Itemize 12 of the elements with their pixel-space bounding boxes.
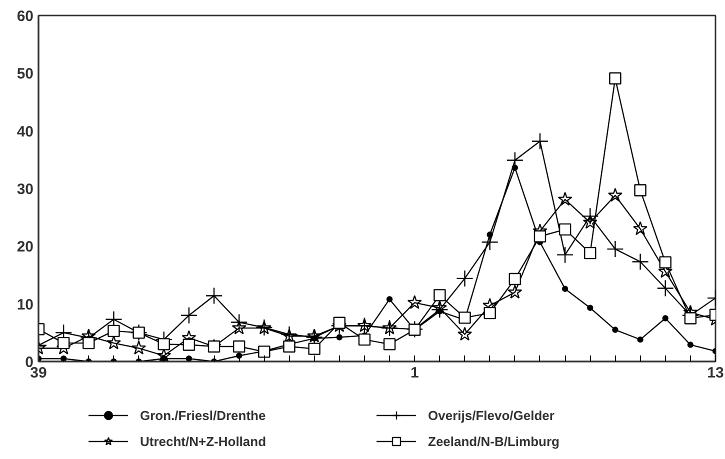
y-tick-label: 10 [16, 296, 34, 314]
legend-label: Overijs/Flevo/Gelder [428, 408, 556, 422]
y-tick-label: 50 [16, 66, 34, 83]
legend-label: Utrecht/N+Z-Holland [140, 434, 268, 448]
y-tick-label: 20 [16, 238, 34, 256]
legend-label: Gron./Friesl/Drenthe [140, 408, 267, 422]
x-tick-label: 1 [410, 364, 419, 382]
x-tick-label: 13 [707, 364, 724, 382]
y-tick-label: 30 [16, 181, 34, 198]
legend-label: Zeeland/N-B/Limburg [428, 434, 560, 448]
y-tick-label: 60 [16, 8, 34, 25]
y-tick-label: 40 [16, 123, 34, 140]
